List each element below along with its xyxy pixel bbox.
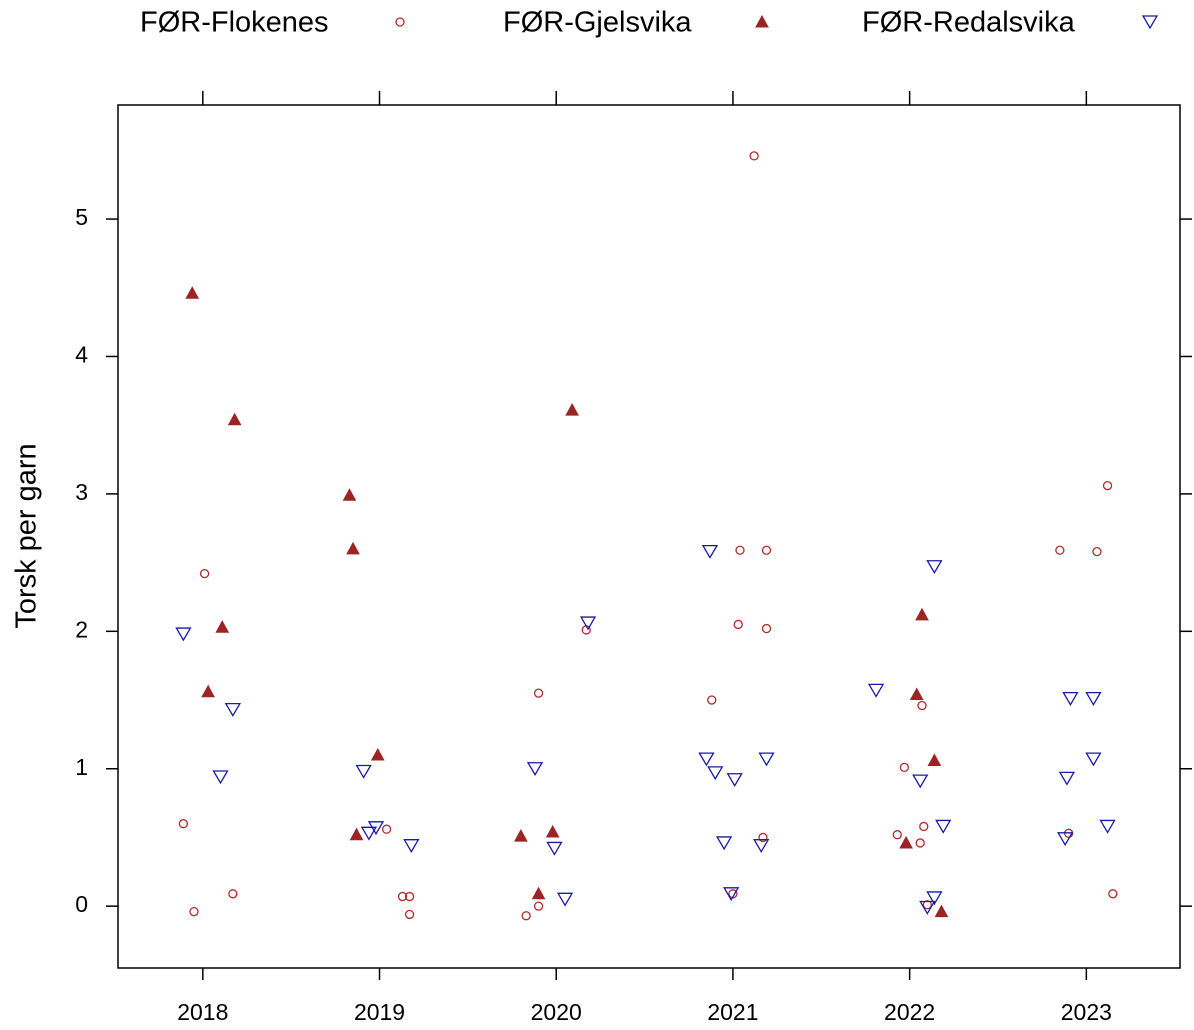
- point: [927, 753, 942, 766]
- point: [224, 703, 241, 717]
- point: [698, 752, 715, 767]
- point: [1102, 481, 1113, 491]
- point: [349, 827, 364, 841]
- point: [935, 819, 952, 834]
- x-tick-label: 2021: [707, 999, 758, 1025]
- point: [1085, 692, 1102, 706]
- legend-symbol: [755, 14, 769, 28]
- x-tick-label: 2023: [1061, 999, 1112, 1025]
- point: [355, 764, 372, 779]
- plot-frame: [117, 104, 1181, 969]
- point: [342, 488, 357, 501]
- legend-label: FØR-Redalsvika: [862, 7, 1076, 39]
- point: [707, 695, 717, 705]
- point: [715, 836, 733, 851]
- y-tick-label: 1: [75, 754, 88, 780]
- point: [892, 830, 902, 840]
- point: [397, 891, 408, 902]
- point: [565, 403, 579, 416]
- y-tick-label: 2: [75, 616, 88, 642]
- point: [899, 762, 909, 773]
- point: [360, 826, 378, 841]
- point: [403, 839, 420, 853]
- legend-symbol: [1141, 15, 1159, 30]
- point: [701, 544, 719, 559]
- point: [1092, 546, 1102, 557]
- y-tick-label: 3: [75, 479, 88, 505]
- point: [1058, 771, 1076, 786]
- point: [899, 835, 913, 849]
- point: [1108, 889, 1118, 899]
- point: [917, 700, 927, 711]
- legend-label: FØR-Flokenes: [140, 7, 329, 39]
- point: [404, 891, 415, 902]
- point: [758, 752, 775, 767]
- point: [922, 900, 932, 910]
- point: [185, 286, 200, 299]
- point: [919, 821, 929, 832]
- point: [531, 886, 546, 900]
- point: [546, 841, 563, 856]
- point: [556, 892, 574, 907]
- point: [381, 824, 392, 834]
- x-tick-label: 2019: [354, 999, 405, 1025]
- y-tick-label: 0: [75, 891, 88, 917]
- point: [1055, 545, 1065, 555]
- point: [758, 832, 768, 843]
- point: [867, 683, 885, 698]
- point: [199, 568, 210, 579]
- point: [707, 766, 724, 781]
- x-tick-label: 2020: [531, 999, 582, 1025]
- point: [579, 616, 597, 631]
- point: [919, 900, 936, 915]
- point: [189, 907, 199, 917]
- point: [215, 620, 230, 633]
- point: [514, 829, 528, 842]
- point: [723, 887, 740, 902]
- point: [912, 774, 929, 789]
- point: [749, 151, 759, 161]
- point: [521, 911, 531, 921]
- y-axis-title: Torsk per garn: [11, 443, 43, 628]
- y-tick-label: 4: [75, 342, 88, 368]
- point: [175, 627, 192, 642]
- point: [761, 545, 772, 555]
- point: [735, 545, 745, 555]
- point: [934, 904, 949, 918]
- point: [533, 901, 544, 911]
- point: [201, 684, 215, 698]
- point: [545, 824, 560, 838]
- point: [926, 891, 943, 906]
- y-tick-label: 5: [75, 204, 88, 230]
- x-tick-label: 2018: [177, 999, 228, 1025]
- point: [533, 688, 544, 698]
- legend-label: FØR-Gjelsvika: [503, 7, 692, 39]
- point: [526, 762, 544, 777]
- point: [227, 412, 242, 426]
- point: [915, 607, 929, 621]
- point: [1099, 819, 1116, 834]
- legend-symbol: [395, 17, 405, 27]
- point: [1057, 832, 1074, 847]
- point: [1085, 752, 1102, 767]
- point: [404, 909, 415, 920]
- point: [370, 747, 385, 761]
- point: [726, 773, 743, 788]
- point: [212, 770, 229, 785]
- x-tick-label: 2022: [884, 999, 935, 1025]
- point: [761, 623, 772, 634]
- point: [228, 889, 238, 899]
- point: [1062, 692, 1079, 706]
- point: [926, 560, 943, 575]
- point: [346, 541, 360, 555]
- point: [753, 839, 770, 853]
- point: [178, 819, 189, 829]
- point: [909, 687, 924, 701]
- point: [915, 838, 925, 848]
- point: [733, 619, 743, 630]
